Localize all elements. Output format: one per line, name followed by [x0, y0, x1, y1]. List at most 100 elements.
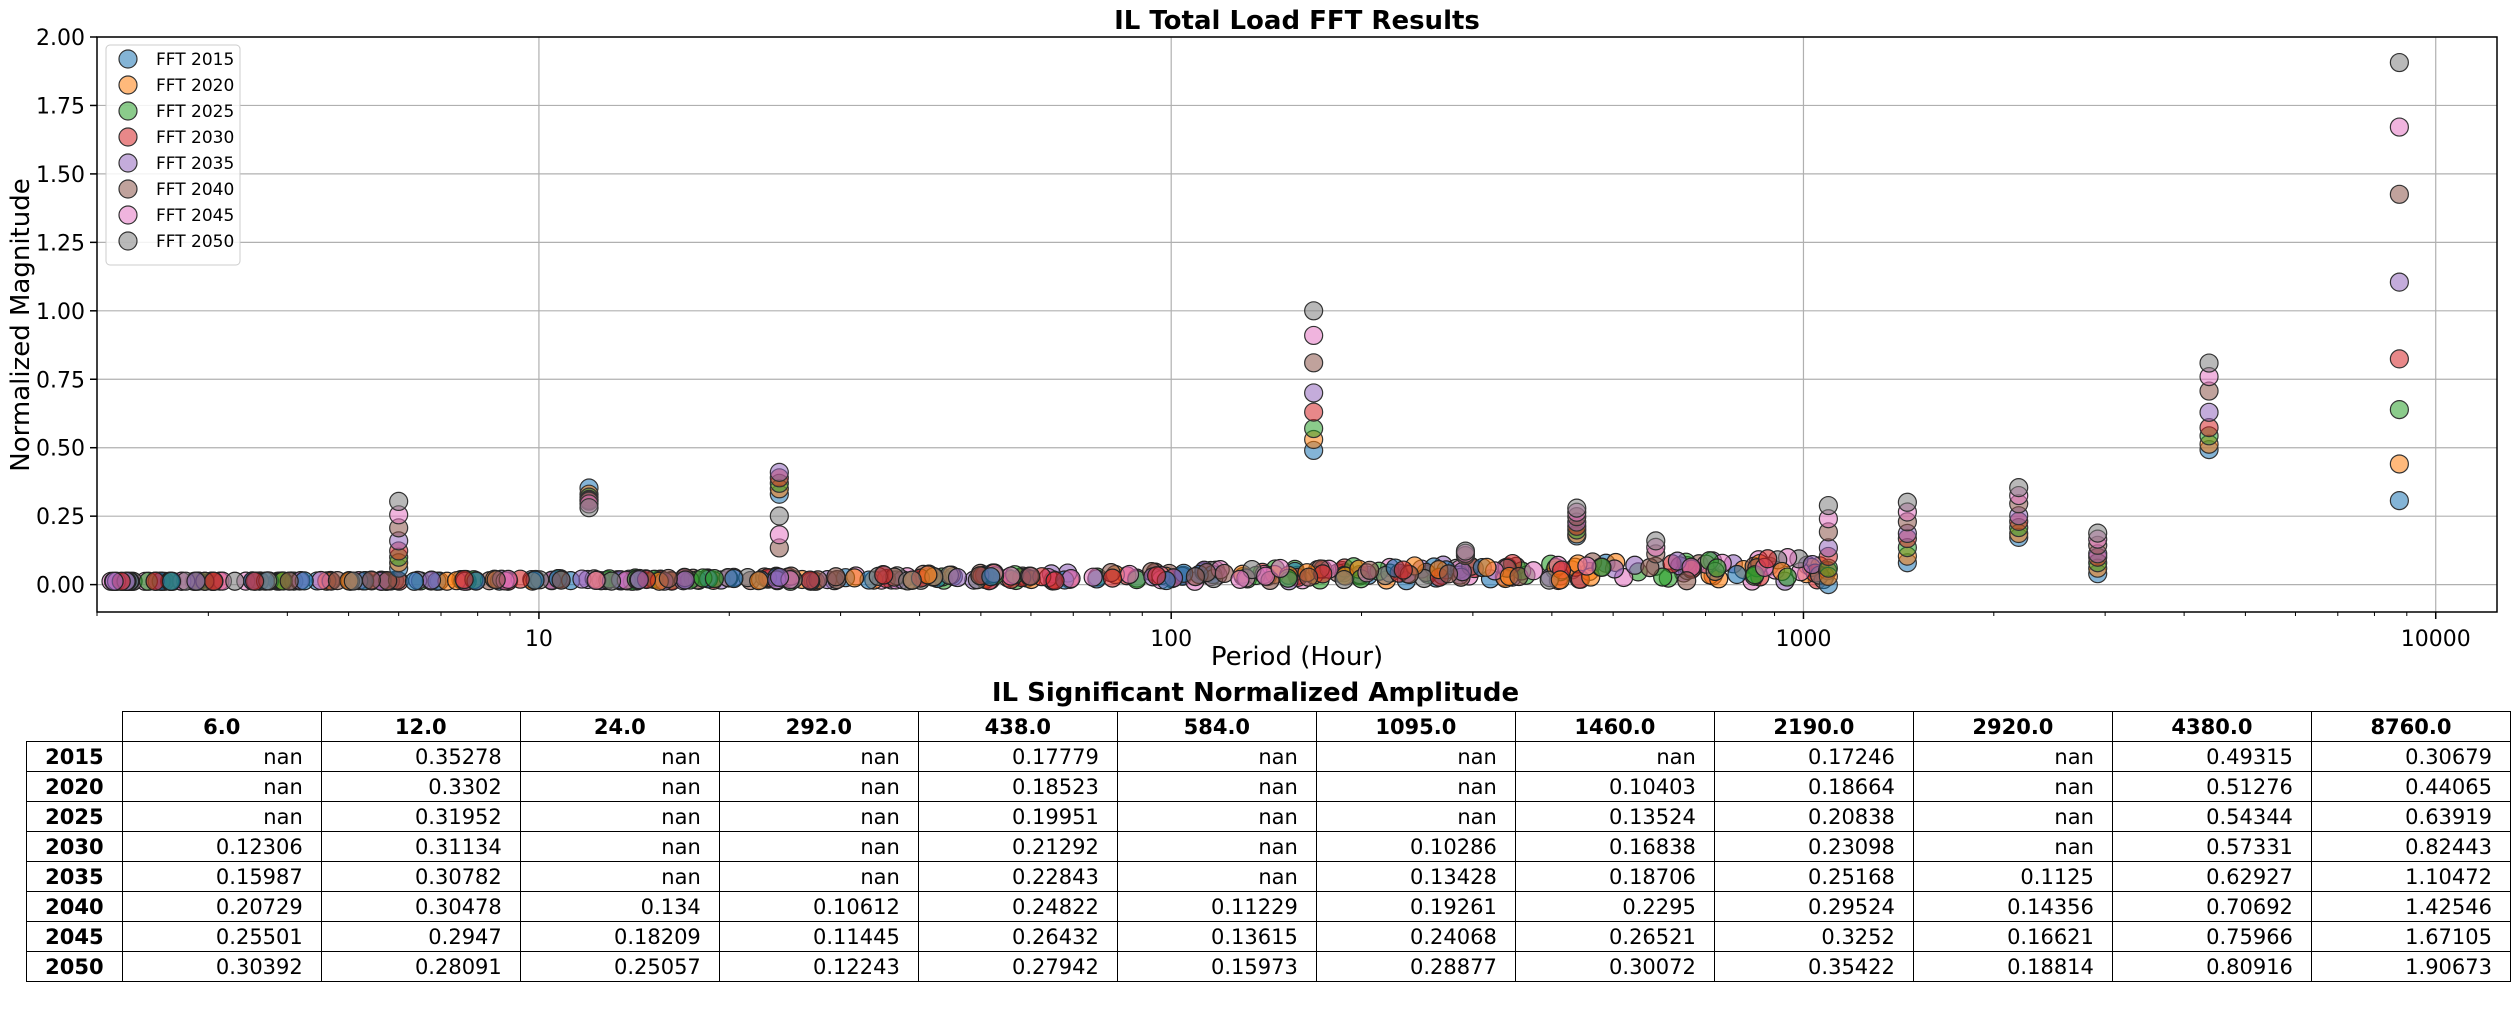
data-point	[1646, 531, 1666, 551]
table-cell: 0.16621	[1912, 921, 2113, 952]
table-cell: 0.15987	[121, 861, 322, 892]
table-cell: nan	[718, 741, 919, 772]
column-header: 1460.0	[1514, 711, 1715, 742]
background-point	[1707, 558, 1727, 578]
background-point	[551, 570, 571, 590]
table-cell: nan	[1116, 801, 1317, 832]
table-cell: 0.18209	[519, 921, 720, 952]
background-point	[361, 570, 382, 590]
axis-ticks: 10 100 1000 10000 0.00 0.25 0.50 0.75 1.00 1.25 1.…	[36, 26, 2471, 652]
y-tick-label: 0.75	[36, 368, 85, 393]
column-header: 24.0	[519, 711, 720, 742]
table-cell: nan	[519, 771, 720, 802]
legend-marker	[118, 101, 138, 121]
table-cell: 0.15973	[1116, 951, 1317, 982]
table-row: 2020 nan 0.3302 nan nan 0.18523 nan nan 0.10403 0…	[26, 771, 2511, 802]
table-cell: 0.12306	[121, 831, 322, 862]
legend-marker	[118, 205, 138, 225]
background-point	[629, 570, 649, 590]
y-axis-label: Normalized Magnitude	[6, 178, 36, 471]
table-cell: nan	[1912, 831, 2113, 862]
table-cell: 0.31134	[320, 831, 521, 862]
background-point	[1727, 564, 1747, 585]
table-cell: 0.70692	[2111, 891, 2312, 922]
background-point	[769, 567, 790, 587]
table-row: 2015 nan 0.35278 nan nan 0.17779 nan nan nan 0.17…	[26, 741, 2511, 772]
legend-box	[105, 44, 241, 266]
background-point	[800, 570, 820, 590]
background-point	[421, 570, 442, 590]
table-cell: 0.80916	[2111, 951, 2312, 982]
background-point	[1083, 567, 1103, 587]
row-label: 2035	[26, 861, 123, 892]
row-label: 2040	[26, 891, 123, 922]
table-cell: 0.20729	[121, 891, 322, 922]
background-point	[586, 570, 606, 591]
data-point	[769, 506, 789, 526]
data-point	[1304, 402, 1324, 422]
column-header: 584.0	[1116, 711, 1317, 742]
table-cell: 0.2947	[320, 921, 521, 952]
table-cell: 0.23098	[1713, 831, 1914, 862]
legend-label: FFT 2015	[156, 50, 234, 70]
background-point	[1393, 560, 1413, 580]
background-point	[1102, 568, 1123, 588]
table-cell: 0.30072	[1514, 951, 1715, 982]
row-label: 2020	[26, 771, 123, 802]
background-point	[1758, 549, 1778, 569]
table-cell: 0.11229	[1116, 891, 1317, 922]
table-cell: 0.22843	[917, 861, 1118, 892]
table-cell: nan	[1116, 831, 1317, 862]
column-header: 4380.0	[2111, 711, 2312, 742]
column-header: 292.0	[718, 711, 919, 742]
data-point	[1304, 325, 1324, 346]
table-cell: 0.134	[519, 891, 720, 922]
table-cell: 0.62927	[2111, 861, 2312, 892]
table-cell: 0.13428	[1315, 861, 1516, 892]
data-point	[1818, 495, 1838, 516]
table-cell: 0.30782	[320, 861, 521, 892]
table-cell: 0.2295	[1514, 891, 1715, 922]
data-point	[2389, 400, 2409, 420]
table-cell: 0.18706	[1514, 861, 1715, 892]
table-cell: 0.31952	[320, 801, 521, 832]
table-cell: 0.28877	[1315, 951, 1516, 982]
table-cell: 0.24068	[1315, 921, 1516, 952]
column-header: 2190.0	[1713, 711, 1914, 742]
table-cell: 0.24822	[917, 891, 1118, 922]
column-header: 438.0	[917, 711, 1118, 742]
table-cell: nan	[121, 801, 322, 832]
data-point	[2389, 349, 2409, 369]
chart-title: IL Total Load FFT Results	[1114, 6, 1480, 36]
legend-marker	[118, 231, 138, 251]
fft-scatter-chart: IL Total Load FFT Results 10 100 1000 10000…	[6, 6, 2498, 672]
table-row: 2030 0.12306 0.31134 nan nan 0.21292 nan 0.1028…	[26, 831, 2511, 862]
table-cell: 0.63919	[2310, 801, 2511, 832]
background-point	[1550, 570, 1570, 590]
background-point	[1523, 561, 1544, 581]
y-tick-label: 1.25	[36, 231, 85, 256]
table-cell: nan	[1315, 771, 1516, 802]
row-label: 2025	[26, 801, 123, 832]
data-point	[1304, 383, 1324, 403]
legend-label: FFT 2040	[156, 180, 234, 200]
legend: FFT 2015 FFT 2020 FFT 2025 FFT 2030 FFT 2035…	[105, 44, 241, 266]
legend-marker	[118, 153, 138, 173]
table-cell: 0.25057	[519, 951, 720, 982]
table-cell: 0.19261	[1315, 891, 1516, 922]
legend-label: FFT 2020	[156, 76, 234, 96]
table-cell: 0.30679	[2310, 741, 2511, 772]
x-tick-label: 10000	[2401, 627, 2471, 652]
background-point	[902, 570, 922, 590]
table-cell: nan	[519, 831, 720, 862]
table-cell: nan	[1912, 801, 2113, 832]
row-label: 2030	[26, 831, 123, 862]
table-cell: 0.19951	[917, 801, 1118, 832]
column-header: 2920.0	[1912, 711, 2113, 742]
table-cell: 0.21292	[917, 831, 1118, 862]
background-point	[981, 567, 1001, 587]
table-row: 2025 nan 0.31952 nan nan 0.19951 nan nan 0.13524…	[26, 801, 2511, 832]
y-tick-label: 1.75	[36, 94, 85, 119]
data-point	[2009, 478, 2029, 498]
table-body: 2015 nan 0.35278 nan nan 0.17779 nan nan nan 0.17…	[26, 741, 2511, 982]
